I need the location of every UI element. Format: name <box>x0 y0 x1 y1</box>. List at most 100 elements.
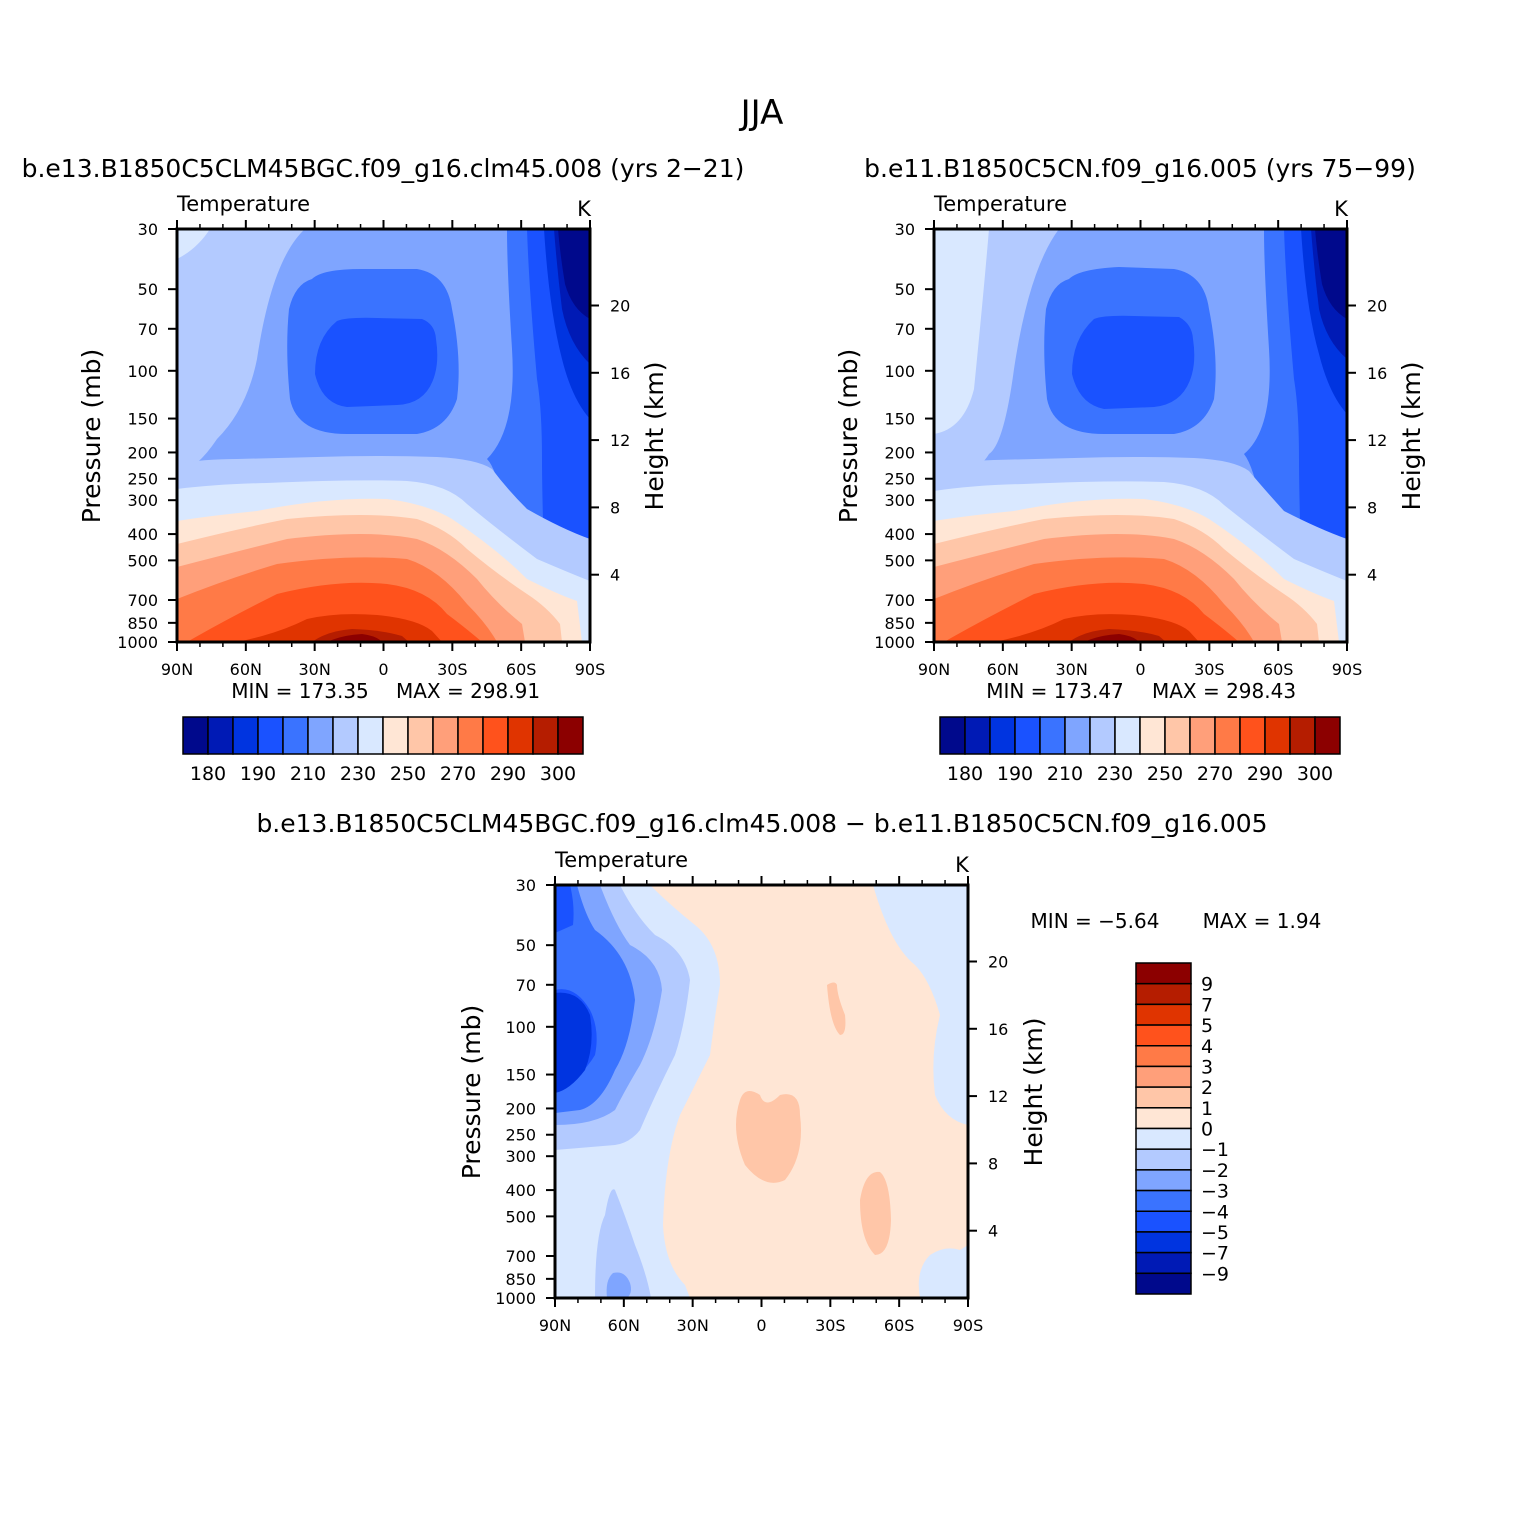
y-tick-label: 70 <box>895 320 915 339</box>
colorbar-swatch <box>1264 716 1291 755</box>
colorbar-label: −7 <box>1201 1243 1229 1265</box>
x-tick-label: 90S <box>575 660 606 679</box>
x-tick-label: 30S <box>437 660 468 679</box>
colorbar-label: 300 <box>1297 763 1333 785</box>
colorbar-label: −1 <box>1201 1139 1229 1161</box>
x-tick-label: 60S <box>1263 660 1294 679</box>
colorbar-swatch <box>1214 716 1241 755</box>
y-tick-label: 300 <box>505 1147 536 1166</box>
y-tick-label: 700 <box>505 1247 536 1266</box>
contour-band <box>736 1091 801 1183</box>
x-tick-label: 0 <box>756 1316 766 1335</box>
panel-3: b.e13.B1850C5CLM45BGC.f09_g16.clm45.008 … <box>256 809 1321 1335</box>
panel-3-variable-label: Temperature <box>554 848 688 872</box>
panel-1-title: b.e13.B1850C5CLM45BGC.f09_g16.clm45.008 … <box>22 154 745 183</box>
y-tick-label: 850 <box>505 1270 536 1289</box>
y-tick-label: 1000 <box>117 633 158 652</box>
panel-1-min-stat: MIN = 173.35 <box>231 679 369 703</box>
y-tick-label: 1000 <box>495 1289 536 1308</box>
panel-1-y2-axis-title: Height (km) <box>640 362 669 511</box>
panel-3-min-stat: MIN = −5.64 <box>1031 909 1160 933</box>
panel-2-colorbar: 180 190 210 230 250 270 290 300 <box>939 716 1341 785</box>
panel-2-y2-axis-title: Height (km) <box>1397 362 1426 511</box>
y-tick-label: 100 <box>505 1018 536 1037</box>
panel-3-y2-axis-title: Height (km) <box>1019 1018 1048 1167</box>
colorbar-label: 270 <box>1197 763 1233 785</box>
colorbar-label: 4 <box>1201 1036 1213 1058</box>
colorbar-swatch <box>382 716 409 755</box>
colorbar-swatch <box>939 716 966 755</box>
y2-tick-label: 8 <box>1367 498 1377 517</box>
colorbar-swatch <box>257 716 284 755</box>
colorbar-label: −4 <box>1201 1201 1229 1223</box>
y-tick-label: 50 <box>138 280 158 299</box>
y-tick-label: 250 <box>505 1126 536 1145</box>
x-tick-label: 90S <box>1332 660 1363 679</box>
contour-band <box>327 634 382 642</box>
x-tick-label: 90N <box>918 660 950 679</box>
colorbar-label: 250 <box>390 763 426 785</box>
figure-suptitle: JJA <box>739 93 784 133</box>
colorbar-label: 210 <box>1047 763 1083 785</box>
contour-band <box>315 317 438 407</box>
colorbar-label: −2 <box>1201 1160 1229 1182</box>
panel-2-max-stat: MAX = 298.43 <box>1152 679 1296 703</box>
y-tick-label: 400 <box>127 525 158 544</box>
y-tick-label: 70 <box>138 320 158 339</box>
panel-3-axes: 90N 60N 30N 0 30S 60S 90S 30 50 70 100 150 200 250 300… <box>495 876 1008 1335</box>
y-tick-label: 70 <box>516 976 536 995</box>
colorbar-swatch <box>1135 962 1192 985</box>
panel-1-contour-field <box>177 229 590 642</box>
y-tick-label: 300 <box>884 491 915 510</box>
y2-tick-label: 12 <box>610 431 630 450</box>
y-tick-label: 250 <box>884 470 915 489</box>
colorbar-label: 270 <box>440 763 476 785</box>
y2-tick-label: 20 <box>1367 296 1387 315</box>
colorbar-label: 7 <box>1201 994 1213 1016</box>
x-tick-label: 30N <box>1056 660 1088 679</box>
colorbar-swatch <box>532 716 559 755</box>
y-tick-label: 150 <box>127 410 158 429</box>
x-tick-label: 0 <box>378 660 388 679</box>
y-tick-label: 150 <box>505 1066 536 1085</box>
colorbar-label: 2 <box>1201 1077 1213 1099</box>
colorbar-swatch <box>989 716 1016 755</box>
panel-3-max-stat: MAX = 1.94 <box>1203 909 1322 933</box>
y-tick-label: 100 <box>127 362 158 381</box>
panel-1-variable-label: Temperature <box>176 192 310 216</box>
colorbar-swatch <box>964 716 991 755</box>
colorbar-swatch <box>1014 716 1041 755</box>
y-tick-label: 850 <box>127 614 158 633</box>
y-tick-label: 700 <box>884 591 915 610</box>
x-tick-label: 0 <box>1135 660 1145 679</box>
y-tick-label: 500 <box>127 551 158 570</box>
colorbar-label: 230 <box>1097 763 1133 785</box>
x-tick-label: 30S <box>1194 660 1225 679</box>
colorbar-swatch <box>557 716 584 755</box>
contour-band <box>860 1171 891 1255</box>
y-tick-label: 30 <box>895 220 915 239</box>
colorbar-label: 9 <box>1201 974 1213 996</box>
y-tick-label: 700 <box>127 591 158 610</box>
panel-3-units-label: K <box>955 853 970 877</box>
colorbar-swatch <box>1135 1189 1192 1212</box>
colorbar-label: 190 <box>997 763 1033 785</box>
panel-2-title: b.e11.B1850C5CN.f09_g16.005 (yrs 75−99) <box>864 154 1416 183</box>
colorbar-swatch <box>1135 1148 1192 1171</box>
colorbar-swatch <box>1064 716 1091 755</box>
y2-tick-label: 16 <box>610 364 630 383</box>
colorbar-label: 3 <box>1201 1056 1213 1078</box>
y2-tick-label: 8 <box>988 1154 998 1173</box>
y-tick-label: 300 <box>127 491 158 510</box>
colorbar-label: 290 <box>1247 763 1283 785</box>
x-tick-label: 30S <box>815 1316 846 1335</box>
colorbar-swatch <box>1135 1251 1192 1275</box>
contour-band <box>1084 634 1139 642</box>
colorbar-label: 210 <box>290 763 326 785</box>
y-tick-label: 400 <box>884 525 915 544</box>
panel-1-y-axis-title: Pressure (mb) <box>77 349 106 523</box>
panel-2-min-stat: MIN = 173.47 <box>986 679 1124 703</box>
colorbar-swatch <box>1089 716 1116 755</box>
y-tick-label: 30 <box>138 220 158 239</box>
contour-band <box>918 1245 968 1298</box>
